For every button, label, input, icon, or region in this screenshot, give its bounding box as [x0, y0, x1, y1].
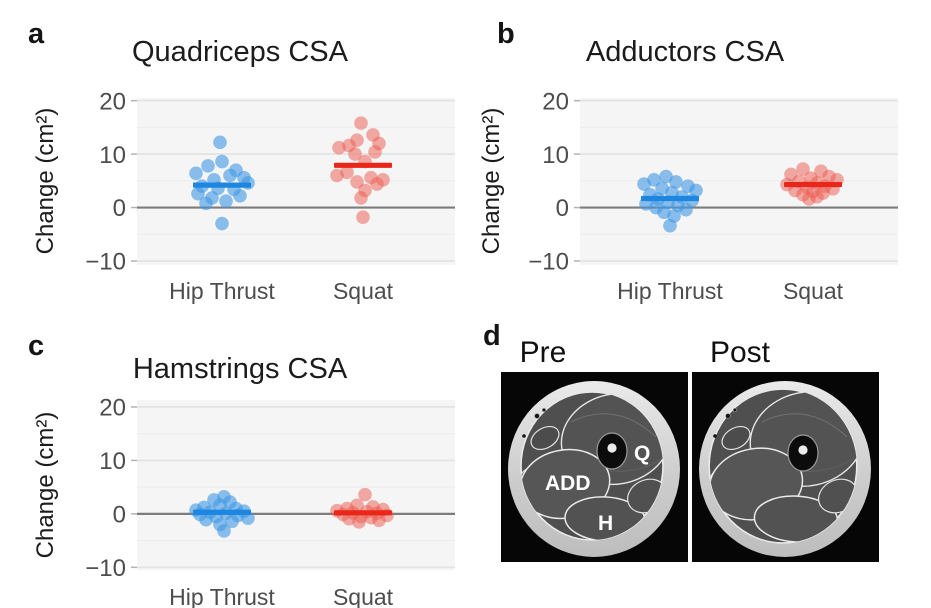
- data-point: [189, 166, 203, 181]
- mri-label-quadriceps: Q: [634, 442, 650, 465]
- dotplot-quadriceps: 20 10 0 −10 Hip Thrust Squat: [85, 88, 455, 304]
- panel-b-ylabel: Change (cm²): [478, 107, 505, 255]
- dotplot-adductors: 20 10 0 −10 Hip Thrust Squat: [528, 88, 898, 304]
- y-tick-label: −10: [85, 249, 126, 276]
- mean-bar: [334, 162, 392, 168]
- data-point: [225, 514, 239, 529]
- data-point: [663, 218, 677, 233]
- x-category-label: Hip Thrust: [617, 278, 723, 304]
- mri-femur-marrow: [607, 443, 617, 453]
- panel-b-letter: b: [497, 18, 515, 50]
- mean-bar: [334, 510, 392, 516]
- data-point: [354, 191, 368, 205]
- panel-c-letter: c: [28, 330, 45, 362]
- y-tick-label: −10: [85, 555, 126, 582]
- mri-femur-marrow: [798, 445, 808, 455]
- data-point: [219, 194, 233, 208]
- data-point: [637, 177, 651, 191]
- x-category-label: Squat: [333, 278, 394, 304]
- data-point: [217, 524, 231, 538]
- data-point: [659, 169, 673, 184]
- data-point: [213, 135, 227, 150]
- panel-c-title: Hamstrings CSA: [132, 353, 348, 385]
- mri-label-adductors: ADD: [545, 472, 591, 495]
- panel-b-title: Adductors CSA: [585, 36, 785, 68]
- data-point: [802, 192, 816, 206]
- panel-a-letter: a: [28, 18, 45, 50]
- data-point: [679, 202, 693, 217]
- data-point: [796, 162, 810, 176]
- y-tick-label: 10: [542, 142, 569, 169]
- y-tick-label: 20: [99, 88, 126, 115]
- data-point: [368, 145, 382, 159]
- mean-bar: [641, 195, 699, 202]
- y-tick-label: 0: [113, 195, 126, 222]
- data-point: [356, 210, 370, 224]
- x-category-label: Squat: [783, 278, 844, 304]
- data-point: [372, 513, 386, 528]
- y-tick-label: 20: [542, 88, 569, 115]
- mri-label-hamstrings: H: [598, 512, 613, 535]
- data-point: [358, 487, 372, 502]
- panel-d-letter: d: [483, 320, 501, 352]
- data-point: [330, 168, 344, 183]
- x-category-label: Squat: [333, 584, 394, 608]
- data-point: [199, 196, 213, 211]
- data-point: [199, 512, 213, 527]
- data-point: [201, 159, 215, 173]
- data-point: [215, 154, 229, 169]
- dotplot-hamstrings: 20 10 0 −10 Hip Thrust Squat: [85, 395, 455, 608]
- y-tick-label: 10: [99, 448, 126, 475]
- mean-bar: [784, 181, 842, 188]
- mri-post-header: Post: [709, 336, 771, 369]
- data-point: [352, 515, 366, 529]
- mri-pre-header: Pre: [519, 336, 567, 369]
- y-tick-label: 0: [113, 502, 126, 529]
- plot-background: [137, 98, 455, 265]
- data-point: [354, 116, 368, 130]
- mean-bar: [193, 509, 251, 515]
- data-point: [350, 175, 364, 189]
- x-category-label: Hip Thrust: [169, 584, 275, 608]
- panel-a-ylabel: Change (cm²): [32, 107, 59, 255]
- y-tick-label: 20: [99, 395, 126, 422]
- data-point: [191, 186, 205, 201]
- plot-background: [580, 98, 898, 265]
- y-tick-label: 10: [99, 142, 126, 169]
- mri-post-image: [692, 372, 879, 562]
- data-point: [215, 216, 229, 231]
- mean-bar: [193, 182, 251, 188]
- data-point: [223, 168, 237, 183]
- data-point: [348, 147, 362, 161]
- data-point: [669, 175, 683, 189]
- y-tick-label: −10: [528, 249, 569, 276]
- data-point: [332, 140, 346, 155]
- data-point: [233, 188, 247, 203]
- mri-pre-image: Q ADD H: [501, 372, 688, 562]
- plot-background: [137, 400, 455, 570]
- x-category-label: Hip Thrust: [169, 278, 275, 304]
- panel-a-title: Quadriceps CSA: [132, 36, 348, 68]
- y-tick-label: 0: [556, 195, 569, 222]
- data-point: [370, 177, 384, 191]
- panel-c-ylabel: Change (cm²): [32, 411, 59, 559]
